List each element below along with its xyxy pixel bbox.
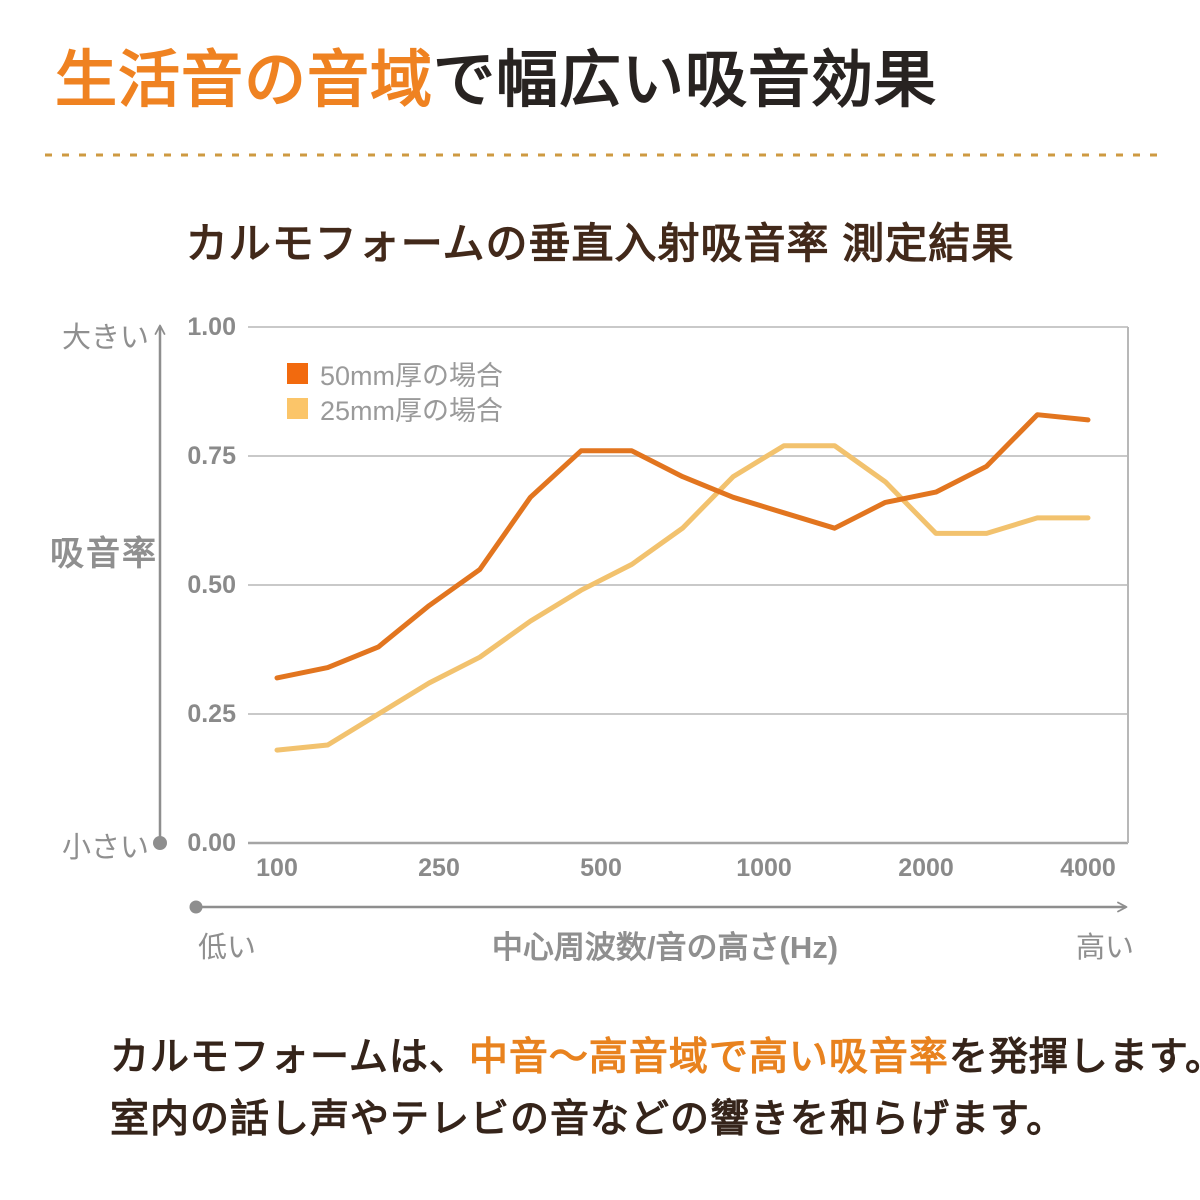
page-title: 生活音の音域で幅広い吸音効果 bbox=[55, 44, 1175, 118]
legend-item-25mm: 25mm厚の場合 bbox=[287, 393, 503, 426]
legend-swatch-50mm-icon bbox=[287, 362, 308, 384]
caption-line-2: 室内の話し声やテレビの音などの響きを和らげます。 bbox=[110, 1098, 1067, 1141]
y-tick-0.00: 0.00 bbox=[187, 829, 236, 857]
x-tick-2000: 2000 bbox=[898, 854, 954, 882]
series-line-50mm厚の場合 bbox=[274, 412, 1091, 681]
chart-title: カルモフォームの垂直入射吸音率 測定結果 bbox=[185, 220, 1015, 267]
y-axis-arrow bbox=[153, 324, 167, 850]
x-tick-4000: 4000 bbox=[1060, 854, 1116, 882]
caption-line1-post: を発揮します。 bbox=[948, 1036, 1200, 1079]
y-axis-title: 吸音率 bbox=[50, 535, 158, 573]
legend-item-50mm: 50mm厚の場合 bbox=[287, 358, 503, 391]
x-tick-1000: 1000 bbox=[736, 854, 792, 882]
x-axis-arrow bbox=[189, 900, 1128, 914]
x-tick-100: 100 bbox=[256, 854, 298, 882]
series-line-25mm厚の場合 bbox=[274, 443, 1091, 753]
caption-line1-pre: カルモフォームは、 bbox=[110, 1036, 469, 1079]
y-tick-0.75: 0.75 bbox=[187, 442, 236, 470]
y-axis-origin-dot bbox=[153, 836, 167, 850]
caption-line1-highlight: 中音〜高音域で高い吸音率 bbox=[468, 1036, 949, 1079]
x-axis-title: 中心周波数/音の高さ(Hz) bbox=[491, 930, 839, 965]
y-tick-0.25: 0.25 bbox=[187, 700, 236, 728]
x-axis-right-label: 高い bbox=[1076, 932, 1135, 964]
y-axis-bottom-label: 小さい bbox=[62, 832, 150, 864]
chart-series-lines bbox=[274, 412, 1091, 753]
page-title-rest: で幅広い吸音効果 bbox=[433, 46, 938, 115]
caption-line-1: カルモフォームは、中音〜高音域で高い吸音率を発揮します。 bbox=[110, 1026, 1200, 1082]
x-tick-250: 250 bbox=[418, 854, 460, 882]
x-tick-500: 500 bbox=[580, 854, 622, 882]
x-axis-origin-dot bbox=[189, 900, 203, 914]
y-tick-1.00: 1.00 bbox=[187, 313, 236, 341]
chart-legend: 50mm厚の場合 25mm厚の場合 bbox=[287, 358, 503, 428]
x-axis-left-label: 低い bbox=[198, 932, 257, 964]
y-tick-0.50: 0.50 bbox=[187, 571, 236, 599]
page-title-highlight: 生活音の音域 bbox=[55, 46, 434, 115]
gridlines bbox=[248, 326, 1129, 845]
legend-label-25mm: 25mm厚の場合 bbox=[320, 395, 504, 426]
y-axis-top-label: 大きい bbox=[62, 322, 150, 354]
legend-swatch-25mm-icon bbox=[287, 397, 308, 419]
legend-label-50mm: 50mm厚の場合 bbox=[320, 360, 504, 391]
